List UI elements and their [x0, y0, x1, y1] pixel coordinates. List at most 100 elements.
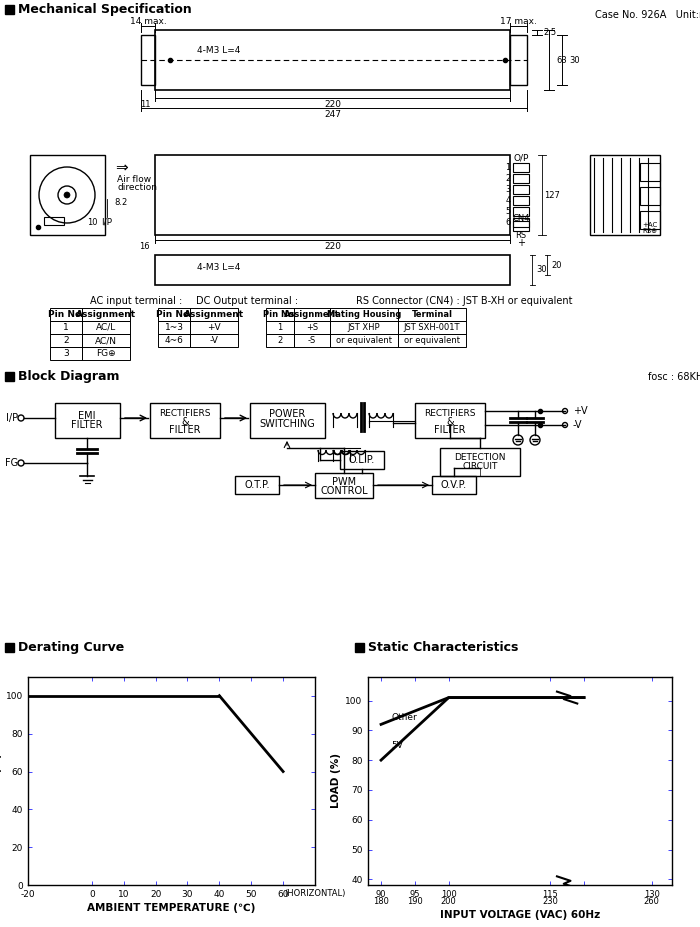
Text: 4~6: 4~6 — [164, 336, 183, 345]
Text: 190: 190 — [407, 897, 423, 907]
Text: +V: +V — [573, 406, 587, 416]
Text: 200: 200 — [441, 897, 456, 907]
Text: 1: 1 — [63, 323, 69, 332]
Text: FILTER: FILTER — [71, 420, 103, 430]
Text: Pin No.: Pin No. — [263, 310, 297, 319]
Text: Derating Curve: Derating Curve — [18, 641, 125, 654]
Text: I/P: I/P — [102, 218, 113, 226]
Text: JST SXH-001T: JST SXH-001T — [404, 323, 461, 332]
Text: O/P: O/P — [513, 154, 528, 162]
Text: 3: 3 — [63, 349, 69, 358]
Bar — [50, 347, 82, 360]
Text: 63: 63 — [556, 56, 568, 65]
Text: 30: 30 — [570, 56, 580, 65]
Bar — [398, 321, 466, 334]
Bar — [330, 308, 398, 321]
Circle shape — [64, 192, 70, 198]
Text: Block Diagram: Block Diagram — [18, 370, 120, 383]
Text: CIRCUIT: CIRCUIT — [462, 462, 498, 471]
Text: CN4: CN4 — [512, 213, 530, 222]
Text: Mating Housing: Mating Housing — [327, 310, 401, 319]
Bar — [513, 185, 529, 194]
Bar — [415, 403, 485, 438]
Text: Pin No.: Pin No. — [155, 310, 193, 319]
Bar — [294, 334, 330, 347]
Text: RECTIFIERS: RECTIFIERS — [424, 410, 476, 418]
Text: Static Characteristics: Static Characteristics — [368, 641, 519, 654]
Text: direction: direction — [117, 183, 157, 192]
Text: 180: 180 — [373, 897, 389, 907]
Text: RECTIFIERS: RECTIFIERS — [160, 410, 211, 418]
Text: fosc : 68KHz: fosc : 68KHz — [648, 372, 700, 382]
Bar — [432, 476, 476, 494]
Text: 1: 1 — [277, 323, 283, 332]
Bar — [82, 308, 130, 321]
Text: &: & — [446, 417, 454, 427]
Bar — [190, 321, 238, 334]
Bar — [5, 372, 14, 381]
Text: RS Connector (CN4) : JST B-XH or equivalent: RS Connector (CN4) : JST B-XH or equival… — [356, 296, 573, 306]
Text: +S: +S — [306, 323, 318, 332]
Bar — [294, 308, 330, 321]
Bar — [513, 196, 529, 205]
Bar — [640, 211, 660, 229]
Text: 3: 3 — [505, 185, 511, 194]
Text: Assignment: Assignment — [76, 310, 136, 319]
Text: DETECTION: DETECTION — [454, 452, 505, 462]
Bar — [50, 321, 82, 334]
Text: Assignment: Assignment — [284, 310, 340, 319]
Text: Mechanical Specification: Mechanical Specification — [18, 3, 192, 16]
Text: FILTER: FILTER — [169, 425, 201, 435]
Text: -V: -V — [573, 420, 582, 430]
Text: or equivalent: or equivalent — [404, 336, 460, 345]
Bar — [330, 321, 398, 334]
Text: or equivalent: or equivalent — [336, 336, 392, 345]
Text: 8.2: 8.2 — [114, 197, 127, 207]
Text: 14 max.: 14 max. — [130, 17, 167, 26]
Bar — [513, 218, 529, 227]
Bar — [590, 155, 660, 235]
Text: Other: Other — [391, 713, 417, 722]
Bar — [190, 308, 238, 321]
Text: 11: 11 — [141, 99, 151, 108]
X-axis label: AMBIENT TEMPERATURE (℃): AMBIENT TEMPERATURE (℃) — [88, 903, 256, 913]
Text: 130: 130 — [644, 890, 659, 899]
Bar — [640, 187, 660, 205]
Text: -V: -V — [209, 336, 218, 345]
Text: 95: 95 — [410, 890, 420, 899]
Text: +V: +V — [207, 323, 220, 332]
Text: AC input terminal :: AC input terminal : — [90, 296, 182, 306]
Bar — [330, 334, 398, 347]
Bar — [513, 174, 529, 183]
Text: 100: 100 — [441, 890, 456, 899]
Bar — [155, 155, 510, 235]
Text: 20: 20 — [552, 260, 562, 270]
Bar — [640, 163, 660, 181]
Text: O.L.P.: O.L.P. — [349, 455, 375, 465]
Text: FILTER: FILTER — [434, 425, 466, 435]
Bar — [190, 334, 238, 347]
Text: Assignment: Assignment — [184, 310, 244, 319]
Text: O.V.P.: O.V.P. — [441, 480, 467, 490]
Text: 2.5: 2.5 — [543, 28, 556, 37]
Bar — [315, 473, 373, 498]
Bar — [440, 448, 520, 476]
Bar — [150, 403, 220, 438]
Bar — [158, 334, 190, 347]
Text: 4: 4 — [505, 196, 510, 205]
Bar — [266, 308, 294, 321]
Text: 2: 2 — [63, 336, 69, 345]
Text: 127: 127 — [544, 191, 560, 199]
Text: PWM: PWM — [332, 477, 356, 487]
Text: I/P: I/P — [6, 413, 18, 423]
Bar — [513, 163, 529, 172]
Text: 10: 10 — [88, 218, 98, 226]
Text: RS: RS — [515, 231, 526, 239]
Bar — [44, 217, 64, 225]
Bar — [513, 221, 529, 231]
Bar — [5, 643, 14, 652]
Text: +: + — [517, 238, 525, 248]
Text: 90: 90 — [376, 890, 386, 899]
X-axis label: INPUT VOLTAGE (VAC) 60Hz: INPUT VOLTAGE (VAC) 60Hz — [440, 909, 600, 920]
Text: ⇒: ⇒ — [116, 160, 128, 175]
